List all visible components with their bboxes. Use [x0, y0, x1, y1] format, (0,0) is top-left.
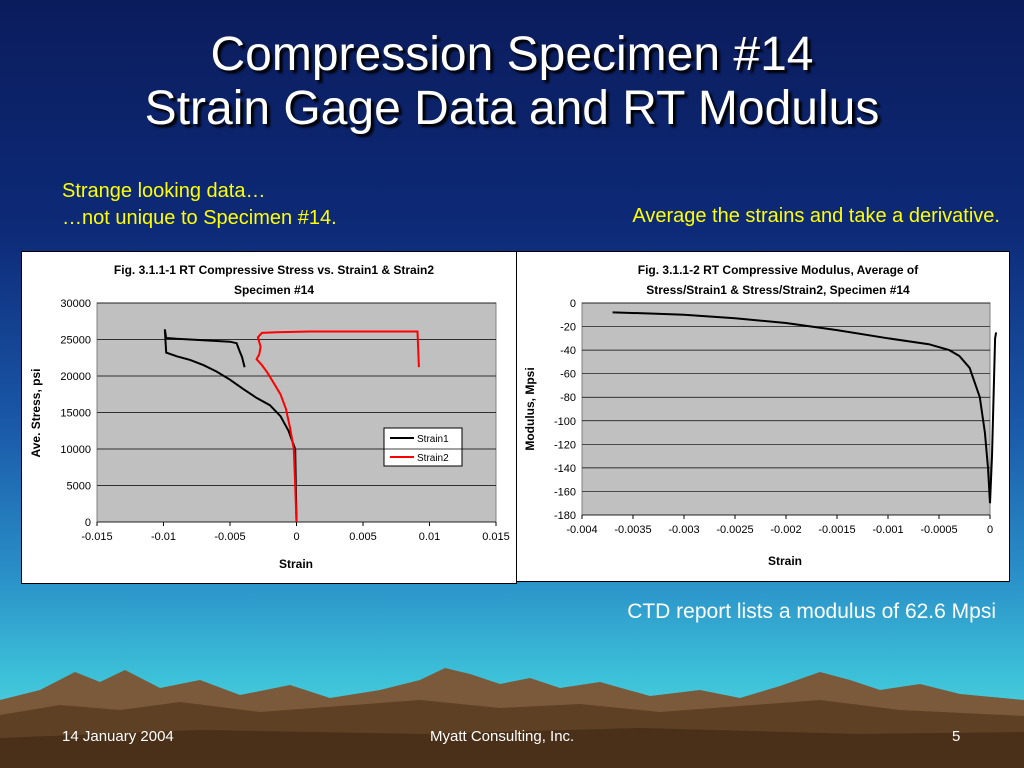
note-left: Strange looking data… …not unique to Spe… — [62, 178, 337, 232]
modulus-strain-chart: Fig. 3.1.1-2 RT Compressive Modulus, Ave… — [516, 251, 1010, 582]
mountain-landscape-graphic — [0, 668, 1024, 768]
note-left-line-1: Strange looking data… — [62, 180, 266, 202]
chart2-y-tick-label: -120 — [554, 439, 576, 451]
chart1-y-tick-label: 25000 — [60, 335, 91, 347]
chart1-y-tick-label: 10000 — [60, 444, 91, 456]
chart1-x-tick-label: -0.005 — [214, 531, 245, 543]
chart2-title-line-1: Fig. 3.1.1-2 RT Compressive Modulus, Ave… — [638, 263, 920, 277]
title-line-2: Strain Gage Data and RT Modulus — [144, 82, 880, 135]
chart2-x-axis-label: Strain — [768, 554, 802, 568]
chart2-y-tick-label: -180 — [554, 510, 576, 522]
slide-title: Compression Specimen #14 Strain Gage Dat… — [0, 28, 1024, 136]
legend-strain2-label: Strain2 — [417, 453, 449, 464]
stress-strain-chart: Fig. 3.1.1-1 RT Compressive Stress vs. S… — [21, 251, 517, 584]
chart2-x-tick-label: -0.0005 — [920, 524, 957, 536]
footer-company: Myatt Consulting, Inc. — [430, 728, 575, 745]
chart1-x-tick-label: 0.015 — [482, 531, 510, 543]
chart2-y-axis-label: Modulus, Mpsi — [523, 367, 537, 450]
chart1-x-tick-label: 0.01 — [419, 531, 440, 543]
chart2-title-line-2: Stress/Strain1 & Stress/Strain2, Specime… — [646, 283, 910, 297]
chart1-legend: Strain1 Strain2 — [383, 427, 463, 467]
chart1-series-line-strain2 — [255, 330, 420, 523]
chart1-y-tick-label: 0 — [85, 517, 91, 529]
chart2-y-tick-label: -80 — [560, 392, 576, 404]
chart1-title-line-1: Fig. 3.1.1-1 RT Compressive Stress vs. S… — [114, 263, 434, 277]
chart1-y-tick-label: 5000 — [67, 481, 91, 493]
note-left-line-2: …not unique to Specimen #14. — [62, 207, 337, 229]
chart1-x-tick-label: -0.01 — [151, 531, 176, 543]
chart2-x-tick-label: -0.0035 — [614, 524, 651, 536]
chart2-y-tick-label: -160 — [554, 486, 576, 498]
chart2-x-tick-label: 0 — [987, 524, 993, 536]
chart1-y-tick-label: 20000 — [60, 371, 91, 383]
footer-page-number: 5 — [952, 728, 961, 745]
title-line-1: Compression Specimen #14 — [210, 28, 814, 81]
chart2-x-tick-label: -0.0025 — [716, 524, 753, 536]
chart2-y-tick-label: -20 — [560, 322, 576, 334]
chart2-x-tick-label: -0.0015 — [818, 524, 855, 536]
chart1-series-line-strain1 — [163, 329, 298, 523]
chart2-x-tick-label: -0.003 — [668, 524, 699, 536]
modulus-strain-chart-svg: Fig. 3.1.1-2 RT Compressive Modulus, Ave… — [523, 263, 998, 568]
note-right: Average the strains and take a derivativ… — [632, 205, 1000, 227]
chart1-y-tick-label: 30000 — [60, 298, 91, 310]
chart2-y-tick-label: -60 — [560, 369, 576, 381]
footer-date: 14 January 2004 — [62, 728, 174, 745]
chart1-x-tick-label: 0.005 — [349, 531, 377, 543]
chart1-x-tick-label: 0 — [293, 531, 299, 543]
chart2-y-tick-label: -100 — [554, 416, 576, 428]
chart1-x-tick-label: -0.015 — [81, 531, 112, 543]
chart2-y-tick-label: -140 — [554, 463, 576, 475]
chart2-series-line-0 — [612, 311, 998, 504]
chart2-y-tick-label: -40 — [560, 345, 576, 357]
chart1-title-line-2: Specimen #14 — [234, 283, 314, 297]
legend-strain1-label: Strain1 — [417, 434, 449, 445]
chart2-plot-area — [581, 302, 991, 516]
stress-strain-chart-svg: Fig. 3.1.1-1 RT Compressive Stress vs. S… — [29, 263, 510, 571]
chart1-y-axis-label: Ave. Stress, psi — [29, 369, 43, 458]
chart1-x-axis-label: Strain — [279, 557, 313, 571]
chart2-y-tick-label: 0 — [570, 298, 576, 310]
chart2-x-tick-label: -0.004 — [566, 524, 597, 536]
note-bottom: CTD report lists a modulus of 62.6 Mpsi — [627, 600, 996, 623]
chart2-x-tick-label: -0.001 — [872, 524, 903, 536]
chart2-x-tick-label: -0.002 — [770, 524, 801, 536]
chart1-y-tick-label: 15000 — [60, 408, 91, 420]
